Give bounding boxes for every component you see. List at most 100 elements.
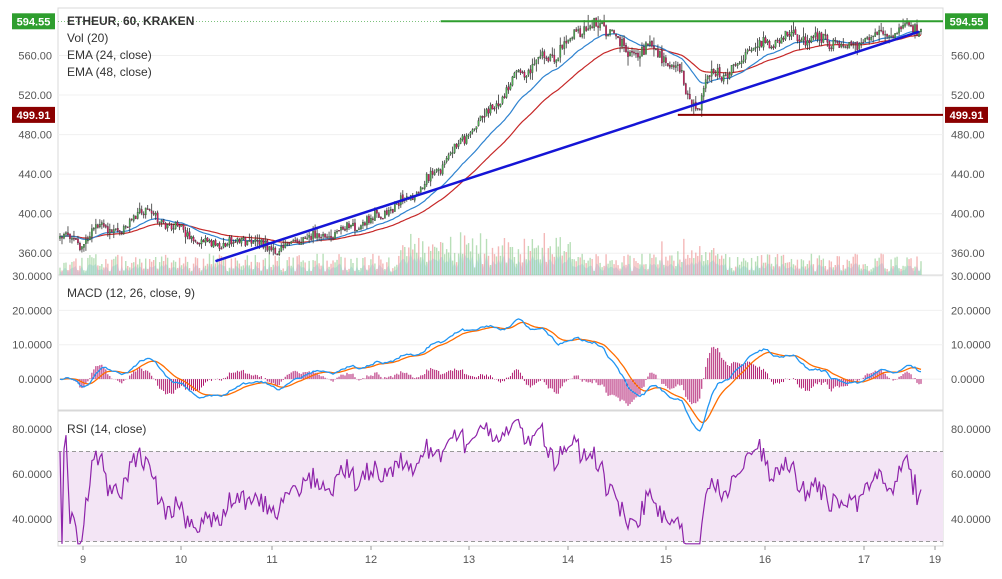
volume-bar bbox=[794, 265, 797, 275]
volume-bar bbox=[681, 261, 683, 275]
volume-bar bbox=[495, 256, 498, 275]
volume-bar bbox=[846, 259, 848, 275]
candle-body bbox=[830, 47, 833, 50]
volume-bar bbox=[344, 257, 346, 275]
resistance-price-label-left: 594.55 bbox=[12, 13, 55, 30]
candle-body bbox=[828, 41, 831, 49]
candle-body bbox=[782, 38, 785, 40]
candle-body bbox=[218, 243, 221, 249]
candle-body bbox=[126, 226, 129, 229]
candle-body bbox=[776, 39, 779, 42]
volume-bar bbox=[131, 262, 133, 275]
volume-bar bbox=[772, 266, 775, 275]
volume-bar bbox=[342, 270, 344, 275]
macd-legend: MACD (12, 26, close, 9) bbox=[67, 285, 195, 302]
candle-body bbox=[565, 40, 568, 44]
volume-bar bbox=[519, 254, 522, 275]
candle-body bbox=[67, 232, 69, 236]
volume-bar bbox=[738, 264, 741, 275]
candle-body bbox=[226, 243, 229, 247]
price-axis-right-tick: 480.00 bbox=[951, 130, 985, 142]
candle-body bbox=[340, 227, 342, 231]
volume-bar bbox=[649, 253, 651, 275]
candle-body bbox=[79, 243, 81, 250]
candle-body bbox=[459, 138, 462, 144]
volume-bar bbox=[732, 270, 735, 275]
volume-bar bbox=[252, 269, 255, 275]
volume-bar bbox=[71, 261, 73, 275]
volume-bar bbox=[661, 241, 663, 275]
candle-body bbox=[130, 218, 133, 221]
volume-bar bbox=[210, 264, 213, 275]
volume-bar bbox=[103, 267, 105, 275]
volume-bar bbox=[418, 237, 420, 275]
volume-bar bbox=[143, 268, 145, 275]
volume-bar bbox=[244, 259, 247, 275]
candle-body bbox=[120, 232, 123, 234]
candle-body bbox=[573, 29, 576, 39]
volume-bar bbox=[707, 260, 709, 275]
candle-body bbox=[740, 61, 743, 64]
candle-body bbox=[222, 243, 225, 248]
candle-body bbox=[256, 239, 259, 242]
candle-body bbox=[300, 242, 303, 245]
volume-bar bbox=[453, 252, 456, 275]
volume-bar bbox=[523, 238, 526, 275]
candle-body bbox=[690, 99, 693, 105]
volume-bar bbox=[266, 269, 268, 275]
candle-body bbox=[882, 30, 884, 35]
candle-body bbox=[314, 230, 316, 238]
candle-body bbox=[513, 72, 516, 78]
volume-bar bbox=[441, 242, 444, 275]
candle-body bbox=[868, 37, 871, 41]
candle-body bbox=[718, 67, 721, 77]
volume-bar bbox=[890, 259, 892, 275]
volume-bar bbox=[808, 260, 811, 275]
candle-body bbox=[635, 52, 637, 55]
volume-bar bbox=[139, 258, 141, 275]
volume-bar bbox=[645, 264, 647, 275]
candle-body bbox=[862, 41, 865, 44]
x-axis-tick: 9 bbox=[80, 554, 86, 566]
price-legend: ETHEUR, 60, KRAKEN Vol (20) EMA (24, clo… bbox=[67, 13, 194, 81]
volume-bar bbox=[575, 261, 577, 275]
volume-bar bbox=[206, 263, 209, 275]
candle-body bbox=[372, 218, 374, 221]
candle-body bbox=[671, 64, 673, 67]
volume-bar bbox=[164, 254, 167, 275]
candle-body bbox=[238, 239, 241, 243]
candle-body bbox=[798, 39, 801, 42]
candle-body bbox=[659, 51, 661, 58]
candle-body bbox=[463, 136, 466, 144]
candle-body bbox=[206, 237, 209, 242]
volume-bar bbox=[591, 258, 593, 275]
candle-body bbox=[653, 45, 655, 49]
candle-body bbox=[352, 223, 354, 227]
volume-bar bbox=[812, 264, 815, 275]
volume-bar bbox=[455, 262, 458, 275]
candle-body bbox=[704, 79, 707, 89]
volume-bar bbox=[348, 268, 350, 275]
candle-body bbox=[328, 236, 330, 238]
volume-bar bbox=[529, 250, 532, 275]
candle-body bbox=[585, 26, 588, 31]
volume-bar bbox=[882, 254, 884, 275]
volume-bar bbox=[918, 270, 920, 275]
volume-bar bbox=[220, 256, 223, 275]
candle-body bbox=[83, 244, 85, 248]
volume-bar bbox=[786, 262, 789, 275]
volume-bar bbox=[804, 266, 807, 275]
candle-body bbox=[780, 37, 783, 44]
candle-body bbox=[429, 170, 432, 182]
candle-body bbox=[140, 209, 143, 214]
volume-bar bbox=[874, 258, 876, 275]
candle-body bbox=[397, 202, 400, 206]
volume-bar bbox=[527, 245, 530, 275]
candle-body bbox=[302, 237, 305, 242]
candle-body bbox=[178, 224, 181, 228]
candle-body bbox=[350, 224, 352, 228]
candle-body bbox=[525, 75, 528, 78]
rsi-line bbox=[59, 418, 922, 545]
volume-bar bbox=[119, 270, 121, 275]
